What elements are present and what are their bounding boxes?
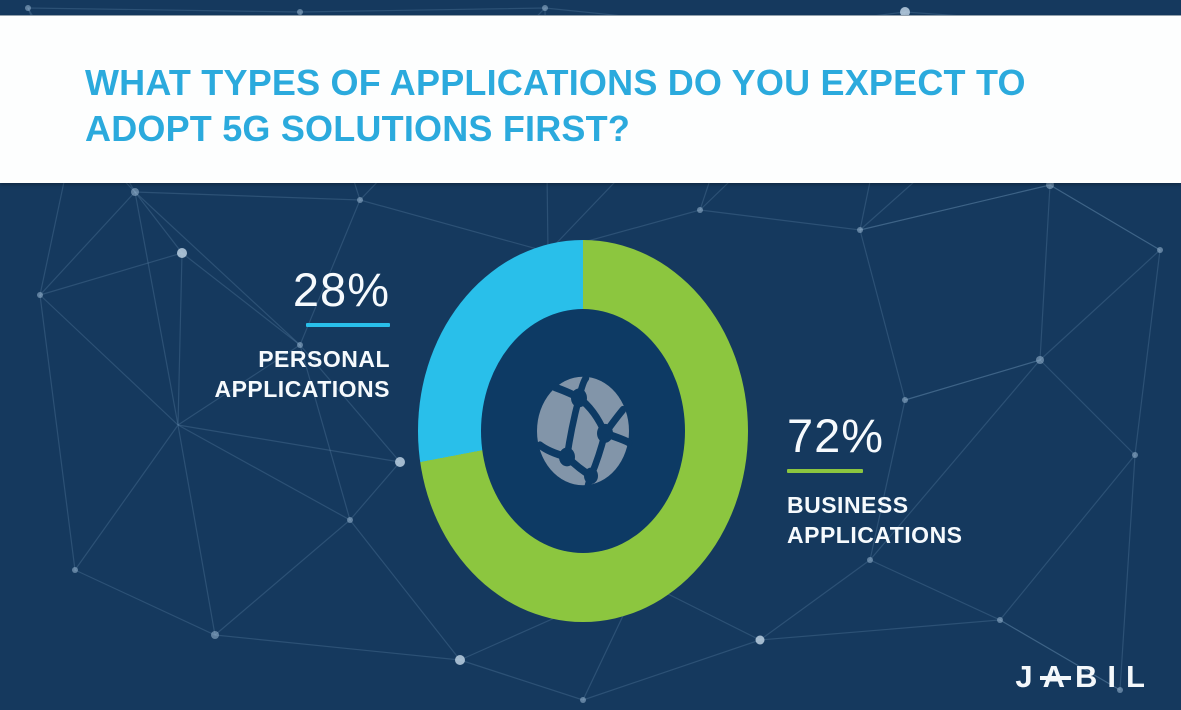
business-percentage: 72% — [787, 409, 885, 462]
personal-callout: 28% PERSONAL APPLICATIONS — [214, 266, 390, 404]
donut-chart — [418, 240, 748, 622]
globe-network-icon — [536, 374, 633, 490]
business-callout: 72% BUSINESS APPLICATIONS — [787, 412, 963, 550]
page-title-line1: WHAT TYPES OF APPLICATIONS DO YOU EXPECT… — [85, 62, 1026, 103]
business-accent-rule — [787, 469, 863, 473]
donut-chart-center — [481, 309, 685, 553]
personal-accent-rule — [306, 323, 390, 327]
personal-percentage: 28% — [292, 263, 390, 316]
personal-label-line2: APPLICATIONS — [214, 376, 390, 402]
jabil-logo-text: JABIL — [1015, 659, 1155, 694]
header-band: WHAT TYPES OF APPLICATIONS DO YOU EXPECT… — [0, 15, 1181, 183]
business-label-line1: BUSINESS — [787, 492, 909, 518]
personal-label-line1: PERSONAL — [258, 346, 390, 372]
business-label-line2: APPLICATIONS — [787, 522, 963, 548]
page-title: WHAT TYPES OF APPLICATIONS DO YOU EXPECT… — [85, 60, 1026, 152]
jabil-logo-a-crossbar — [1040, 676, 1072, 680]
page-title-line2: ADOPT 5G SOLUTIONS FIRST? — [85, 108, 631, 149]
jabil-logo: JABIL — [1015, 660, 1155, 694]
